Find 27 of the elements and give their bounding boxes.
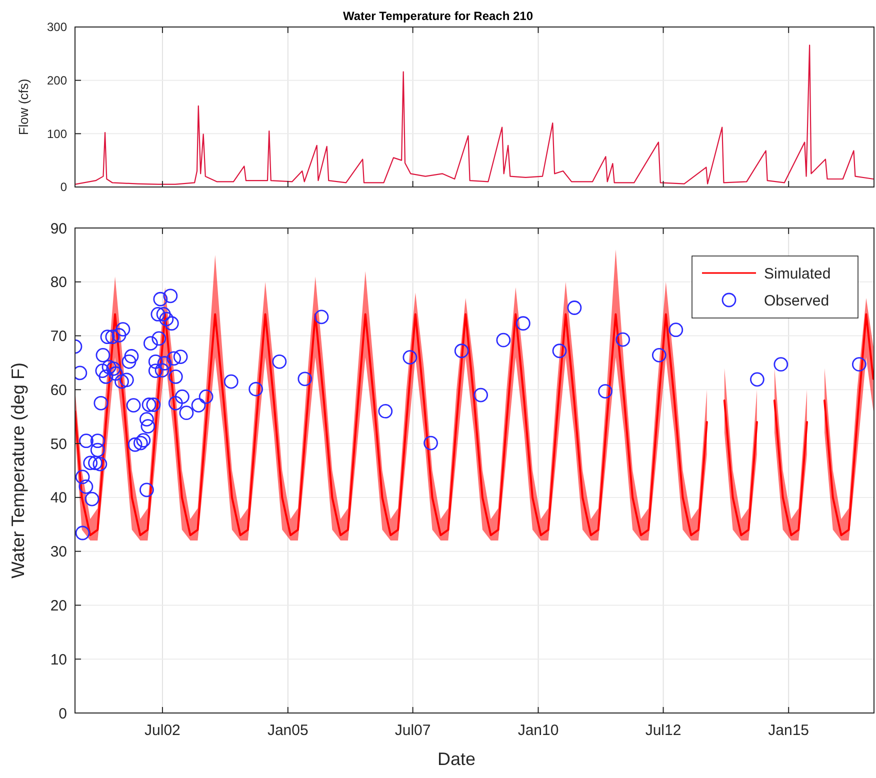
y-tick-label: 10 <box>50 651 67 668</box>
legend-label: Observed <box>764 292 830 310</box>
y-tick-label: 30 <box>50 544 67 561</box>
x-tick-label: Jul12 <box>645 722 682 739</box>
x-tick-label: Jan15 <box>768 722 810 739</box>
y-tick-label: 90 <box>50 220 67 238</box>
y-tick-label: 300 <box>46 20 68 34</box>
y-tick-label: 0 <box>58 705 67 722</box>
y-tick-label: 20 <box>50 597 67 614</box>
y-tick-label: 200 <box>46 74 68 88</box>
y-axis-title: Flow (cfs) <box>16 78 31 136</box>
x-tick-label: Jan05 <box>267 722 308 739</box>
y-tick-label: 80 <box>50 274 67 292</box>
x-axis-title: Date <box>437 749 476 769</box>
x-tick-label: Jul02 <box>144 722 180 739</box>
y-tick-label: 60 <box>50 382 67 399</box>
y-tick-label: 50 <box>50 436 67 453</box>
y-tick-label: 40 <box>50 490 67 507</box>
x-tick-label: Jul07 <box>394 722 431 739</box>
line-series <box>75 44 874 185</box>
x-tick-label: Jan10 <box>518 722 559 739</box>
y-tick-label: 100 <box>46 126 68 141</box>
legend-label: Simulated <box>764 265 831 282</box>
y-axis-title: Water Temperature (deg F) <box>8 362 28 579</box>
y-tick-label: 70 <box>50 328 67 346</box>
chart-title: Water Temperature for Reach 210 <box>342 9 534 23</box>
y-tick-label: 0 <box>60 180 68 194</box>
